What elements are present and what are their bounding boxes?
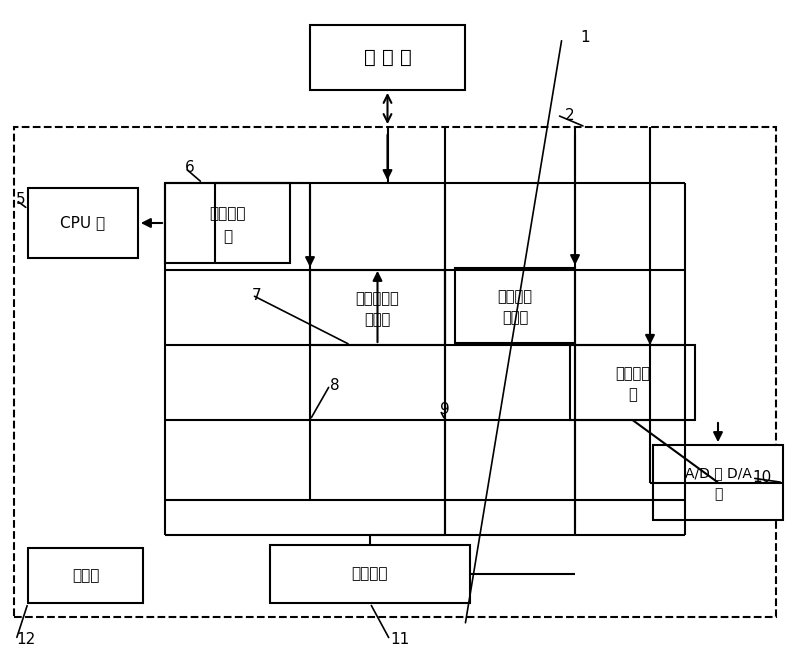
- Bar: [455, 268, 575, 343]
- Text: 继电器开关: 继电器开关: [356, 291, 399, 306]
- Text: 12: 12: [16, 632, 35, 647]
- Text: 板: 板: [628, 387, 637, 402]
- Text: 11: 11: [390, 632, 410, 647]
- Text: A/D 与 D/A: A/D 与 D/A: [685, 466, 751, 480]
- Text: 6: 6: [185, 161, 194, 176]
- Bar: [28, 548, 143, 603]
- Text: 板: 板: [714, 488, 722, 502]
- Bar: [28, 188, 138, 258]
- Bar: [310, 25, 465, 90]
- Text: 9: 9: [440, 403, 450, 417]
- Text: 矩阵板: 矩阵板: [364, 312, 390, 327]
- Bar: [165, 183, 290, 263]
- Text: 5: 5: [16, 192, 26, 208]
- Bar: [14, 127, 776, 617]
- Text: 板: 板: [223, 230, 232, 245]
- Text: 7: 7: [252, 287, 262, 302]
- Text: 10: 10: [752, 470, 771, 486]
- Text: CPU 板: CPU 板: [61, 216, 106, 230]
- Bar: [653, 445, 783, 520]
- Text: 开关电源: 开关电源: [210, 206, 246, 222]
- Text: 8: 8: [330, 377, 340, 393]
- Text: 模拟开关: 模拟开关: [498, 289, 533, 304]
- Text: 探测笔: 探测笔: [72, 568, 99, 583]
- Bar: [310, 270, 445, 345]
- Text: 2: 2: [565, 107, 574, 123]
- Bar: [270, 545, 470, 603]
- Text: 接口设备: 接口设备: [352, 567, 388, 582]
- Text: 1: 1: [580, 31, 590, 46]
- Text: 上 位 机: 上 位 机: [364, 48, 411, 67]
- Text: 矩阵板: 矩阵板: [502, 310, 528, 325]
- Bar: [570, 345, 695, 420]
- Text: 数字信号: 数字信号: [615, 366, 650, 381]
